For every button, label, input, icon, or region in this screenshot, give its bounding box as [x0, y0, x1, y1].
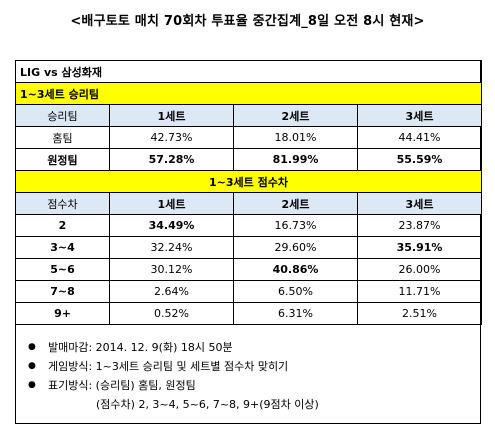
row-label: 홈팀	[15, 126, 110, 149]
table-cell: 40.86%	[233, 258, 358, 281]
table-row: 9+ 0.52% 6.31% 2.51%	[15, 302, 482, 325]
match-row: LIG vs 삼성화재	[15, 60, 482, 83]
column-header: 2세트	[233, 192, 358, 215]
winner-section-title: 1~3세트 승리팀	[15, 82, 482, 105]
note-item: ● 발매마감: 2014. 12. 9(화) 18시 50분	[28, 338, 468, 357]
table-cell: 16.73%	[233, 214, 358, 237]
row-label: 3~4	[15, 236, 110, 259]
column-header: 3세트	[357, 104, 482, 127]
table-cell: 35.91%	[357, 236, 482, 259]
vote-rate-table: LIG vs 삼성화재 1~3세트 승리팀 승리팀 1세트 2세트 3세트 홈팀…	[15, 60, 482, 325]
table-cell: 32.24%	[109, 236, 234, 259]
table-cell: 57.28%	[109, 148, 234, 171]
match-title: LIG vs 삼성화재	[15, 60, 482, 83]
table-cell: 44.41%	[357, 126, 482, 149]
bullet-icon: ●	[28, 342, 36, 352]
row-label: 원정팀	[15, 148, 110, 171]
table-cell: 34.49%	[109, 214, 234, 237]
table-cell: 18.01%	[233, 126, 358, 149]
table-cell: 42.73%	[109, 126, 234, 149]
row-label: 9+	[15, 302, 110, 325]
column-header: 1세트	[109, 104, 234, 127]
table-cell: 6.31%	[233, 302, 358, 325]
table-row: 2 34.49% 16.73% 23.87%	[15, 214, 482, 237]
column-header: 1세트	[109, 192, 234, 215]
row-label: 7~8	[15, 280, 110, 303]
table-row: 홈팀 42.73% 18.01% 44.41%	[15, 126, 482, 149]
table-cell: 2.51%	[357, 302, 482, 325]
table-cell: 55.59%	[357, 148, 482, 171]
page-title: <배구토토 매치 70회차 투표율 중간집계_8일 오전 8시 현재>	[70, 14, 425, 29]
row-label: 2	[15, 214, 110, 237]
table-cell: 29.60%	[233, 236, 358, 259]
table-cell: 23.87%	[357, 214, 482, 237]
table-cell: 11.71%	[357, 280, 482, 303]
bullet-icon: ●	[28, 380, 36, 390]
notes-section: ● 발매마감: 2014. 12. 9(화) 18시 50분 ● 게임방식: 1…	[28, 338, 468, 414]
column-header: 3세트	[357, 192, 482, 215]
table-row: 3~4 32.24% 29.60% 35.91%	[15, 236, 482, 259]
table-row: 5~6 30.12% 40.86% 26.00%	[15, 258, 482, 281]
table-cell: 6.50%	[233, 280, 358, 303]
note-text: 표기방식: (승리팀) 홈팀, 원정팀	[48, 379, 196, 392]
note-text: 게임방식: 1~3세트 승리팀 및 세트별 점수차 맞히기	[48, 360, 289, 373]
table-row: 원정팀 57.28% 81.99% 55.59%	[15, 148, 482, 171]
score-column-headers: 점수차 1세트 2세트 3세트	[15, 192, 482, 215]
table-cell: 26.00%	[357, 258, 482, 281]
table-row: 7~8 2.64% 6.50% 11.71%	[15, 280, 482, 303]
column-header: 승리팀	[15, 104, 110, 127]
table-cell: 2.64%	[109, 280, 234, 303]
winner-section-header: 1~3세트 승리팀	[15, 82, 482, 105]
column-header: 2세트	[233, 104, 358, 127]
bullet-icon: ●	[28, 361, 36, 371]
score-section-header: 1~3세트 점수차	[15, 170, 482, 193]
table-cell: 30.12%	[109, 258, 234, 281]
note-continuation: (점수차) 2, 3~4, 5~6, 7~8, 9+(9점차 이상)	[96, 398, 319, 411]
table-cell: 0.52%	[109, 302, 234, 325]
column-header: 점수차	[15, 192, 110, 215]
row-label: 5~6	[15, 258, 110, 281]
note-item: ● 게임방식: 1~3세트 승리팀 및 세트별 점수차 맞히기	[28, 357, 468, 376]
note-item: ● 표기방식: (승리팀) 홈팀, 원정팀	[28, 376, 468, 395]
score-section-title: 1~3세트 점수차	[15, 170, 482, 193]
winner-column-headers: 승리팀 1세트 2세트 3세트	[15, 104, 482, 127]
note-text: 발매마감: 2014. 12. 9(화) 18시 50분	[48, 341, 233, 354]
table-cell: 81.99%	[233, 148, 358, 171]
